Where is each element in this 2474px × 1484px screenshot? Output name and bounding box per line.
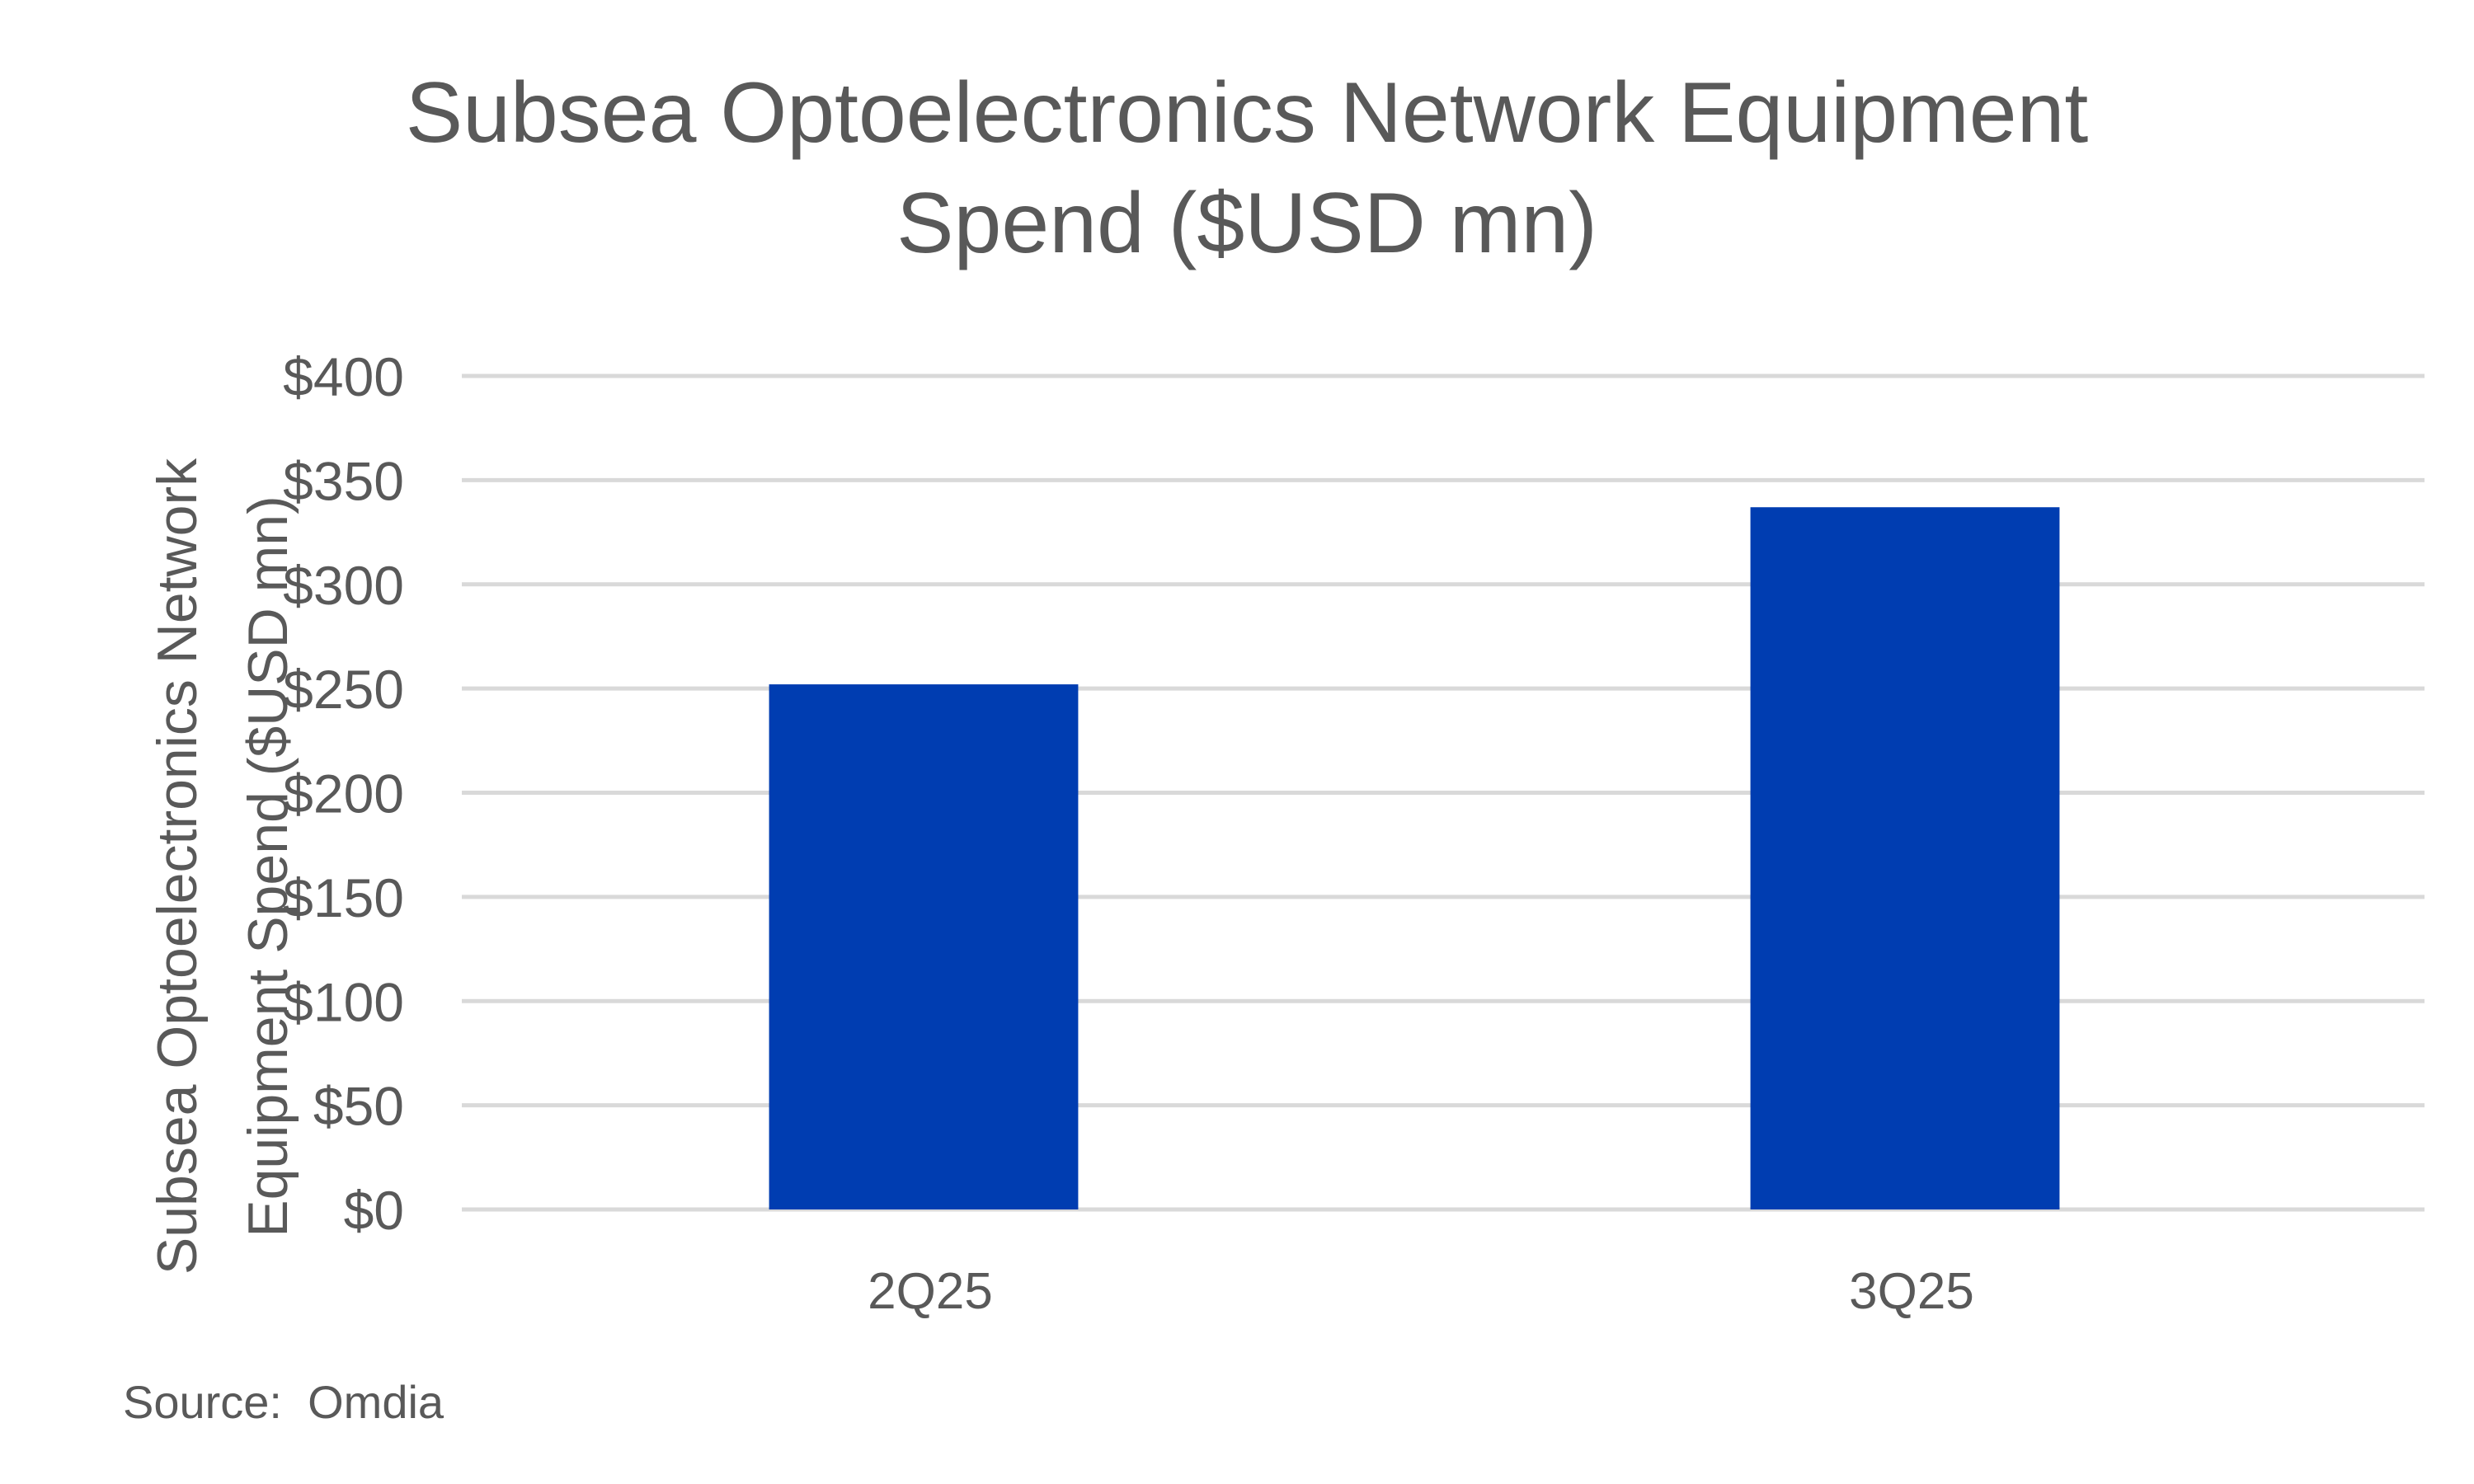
x-axis-ticks: 2Q25 3Q25: [868, 1263, 1974, 1320]
y-tick-label: $0: [344, 1180, 404, 1241]
source-note: Source: Omdia: [123, 1376, 444, 1428]
chart-title-line-1: Subsea Optoelectronics Network Equipment: [405, 65, 2089, 161]
bar-2Q25: [769, 684, 1079, 1209]
y-tick-label: $350: [283, 450, 404, 511]
chart-title-line-2: Spend ($USD mn): [896, 176, 1597, 271]
bar-3Q25: [1750, 507, 2060, 1209]
y-tick-label: $300: [283, 555, 404, 616]
y-tick-label: $100: [283, 971, 404, 1032]
y-tick-label: $400: [283, 346, 404, 407]
x-tick-label: 2Q25: [868, 1263, 993, 1320]
gridlines: [462, 373, 2425, 1212]
y-tick-label: $50: [313, 1076, 404, 1137]
y-tick-label: $250: [283, 659, 404, 720]
y-tick-label: $150: [283, 867, 404, 928]
x-tick-label: 3Q25: [1849, 1263, 1974, 1320]
y-axis-ticks: $0 $50 $100 $150 $200 $250 $300 $350 $400: [283, 346, 404, 1241]
bars: [769, 507, 2060, 1209]
y-tick-label: $200: [283, 763, 404, 824]
chart-title: Subsea Optoelectronics Network Equipment…: [0, 58, 2474, 279]
